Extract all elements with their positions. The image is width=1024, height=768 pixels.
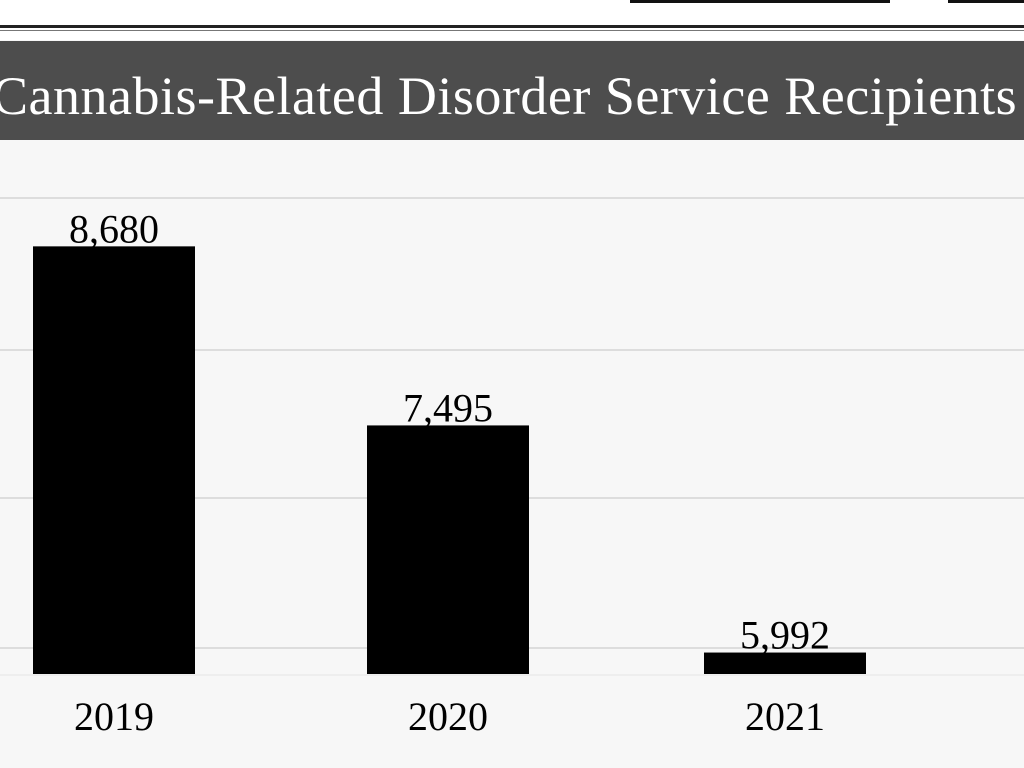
x-tick-label: 2020 [408,694,488,739]
bar-chart: 8,680 2019 7,495 2020 5,992 2021 [0,197,1024,739]
chart-title-bar: Cannabis-Related Disorder Service Recipi… [0,41,1024,140]
toolbar-tab[interactable] [630,0,890,3]
data-label: 5,992 [740,613,830,658]
bar [704,652,866,674]
bar [33,246,195,674]
toolbar-tab[interactable] [948,0,1024,3]
bar [367,425,529,674]
data-label: 8,680 [69,206,159,251]
data-label: 7,495 [403,385,493,430]
divider [0,25,1024,28]
top-toolbar-strip [0,0,1024,40]
chart-title: Cannabis-Related Disorder Service Recipi… [0,66,1018,126]
x-tick-label: 2021 [745,694,825,739]
divider [0,30,1024,31]
chart-plot-area: 8,680 2019 7,495 2020 5,992 2021 [0,140,1024,768]
x-tick-label: 2019 [74,694,154,739]
